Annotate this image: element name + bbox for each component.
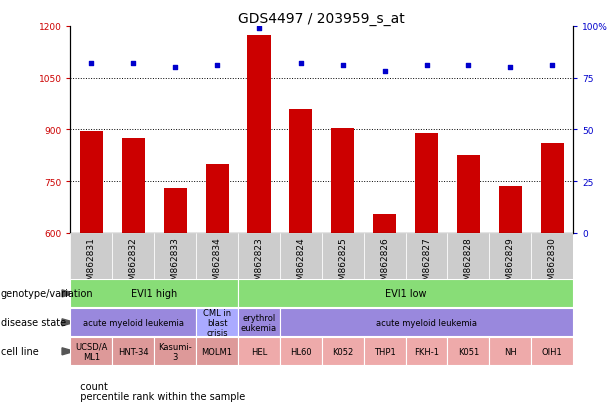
Text: Kasumi-
3: Kasumi- 3 [158, 342, 192, 361]
Point [338, 63, 348, 69]
Bar [70, 309, 196, 337]
Polygon shape [62, 348, 74, 355]
Bar [196, 233, 238, 299]
Bar [364, 337, 406, 366]
Bar [457, 156, 480, 233]
Point [129, 61, 139, 67]
Bar [112, 337, 154, 366]
Text: acute myeloid leukemia: acute myeloid leukemia [376, 318, 477, 327]
Bar [364, 233, 406, 299]
Text: GSM862825: GSM862825 [338, 237, 348, 291]
Polygon shape [62, 319, 74, 326]
Bar [406, 337, 447, 366]
Text: GSM862832: GSM862832 [129, 237, 138, 291]
Bar [322, 337, 364, 366]
Text: GSM862829: GSM862829 [506, 237, 515, 291]
Bar [238, 337, 280, 366]
Point [505, 65, 515, 71]
Text: OIH1: OIH1 [542, 347, 563, 356]
Text: GSM862830: GSM862830 [547, 237, 557, 292]
Text: GSM862833: GSM862833 [170, 237, 180, 292]
Bar [205, 164, 229, 233]
Text: MOLM1: MOLM1 [202, 347, 232, 356]
Text: GSM862831: GSM862831 [87, 237, 96, 292]
Bar [238, 309, 280, 337]
Bar [112, 233, 154, 299]
Point [86, 61, 96, 67]
Bar [280, 337, 322, 366]
Title: GDS4497 / 203959_s_at: GDS4497 / 203959_s_at [238, 12, 405, 26]
Bar [531, 337, 573, 366]
Text: percentile rank within the sample: percentile rank within the sample [74, 391, 245, 401]
Text: EVI1 high: EVI1 high [131, 289, 177, 299]
Bar [80, 132, 103, 233]
Text: GSM862823: GSM862823 [254, 237, 264, 291]
Bar [238, 233, 280, 299]
Bar [322, 233, 364, 299]
Bar [196, 337, 238, 366]
Text: K051: K051 [458, 347, 479, 356]
Bar [447, 233, 489, 299]
Bar [415, 133, 438, 233]
Bar [280, 233, 322, 299]
Text: GSM862824: GSM862824 [296, 237, 305, 291]
Bar [280, 309, 573, 337]
Text: NH: NH [504, 347, 517, 356]
Polygon shape [62, 290, 74, 297]
Bar [489, 233, 531, 299]
Text: K052: K052 [332, 347, 353, 356]
Text: cell line: cell line [1, 347, 39, 356]
Bar [531, 233, 573, 299]
Bar [373, 214, 396, 233]
Text: HL60: HL60 [290, 347, 311, 356]
Text: disease state: disease state [1, 318, 66, 328]
Text: THP1: THP1 [374, 347, 395, 356]
Text: GSM862828: GSM862828 [464, 237, 473, 291]
Text: count: count [74, 382, 107, 392]
Text: genotype/variation: genotype/variation [1, 289, 93, 299]
Bar [406, 233, 447, 299]
Bar [122, 139, 145, 233]
Bar [489, 337, 531, 366]
Bar [499, 187, 522, 233]
Bar [447, 337, 489, 366]
Text: GSM862826: GSM862826 [380, 237, 389, 291]
Point [170, 65, 180, 71]
Text: UCSD/A
ML1: UCSD/A ML1 [75, 342, 108, 361]
Text: EVI1 low: EVI1 low [385, 289, 427, 299]
Text: CML in
blast
crisis: CML in blast crisis [203, 309, 231, 337]
Text: FKH-1: FKH-1 [414, 347, 439, 356]
Text: HNT-34: HNT-34 [118, 347, 148, 356]
Point [547, 63, 557, 69]
Text: erythrol
eukemia: erythrol eukemia [241, 313, 277, 332]
Bar [196, 309, 238, 337]
Bar [154, 337, 196, 366]
Bar [70, 337, 112, 366]
Bar [164, 189, 187, 233]
Point [380, 69, 390, 76]
Text: HEL: HEL [251, 347, 267, 356]
Text: acute myeloid leukemia: acute myeloid leukemia [83, 318, 184, 327]
Bar [289, 109, 313, 233]
Point [463, 63, 473, 69]
Bar [238, 280, 573, 308]
Text: GSM862834: GSM862834 [213, 237, 222, 291]
Bar [154, 233, 196, 299]
Text: GSM862827: GSM862827 [422, 237, 431, 291]
Bar [541, 144, 564, 233]
Point [422, 63, 432, 69]
Bar [248, 36, 270, 233]
Point [296, 61, 306, 67]
Point [212, 63, 222, 69]
Bar [70, 280, 238, 308]
Bar [70, 233, 112, 299]
Point [254, 26, 264, 32]
Bar [331, 128, 354, 233]
